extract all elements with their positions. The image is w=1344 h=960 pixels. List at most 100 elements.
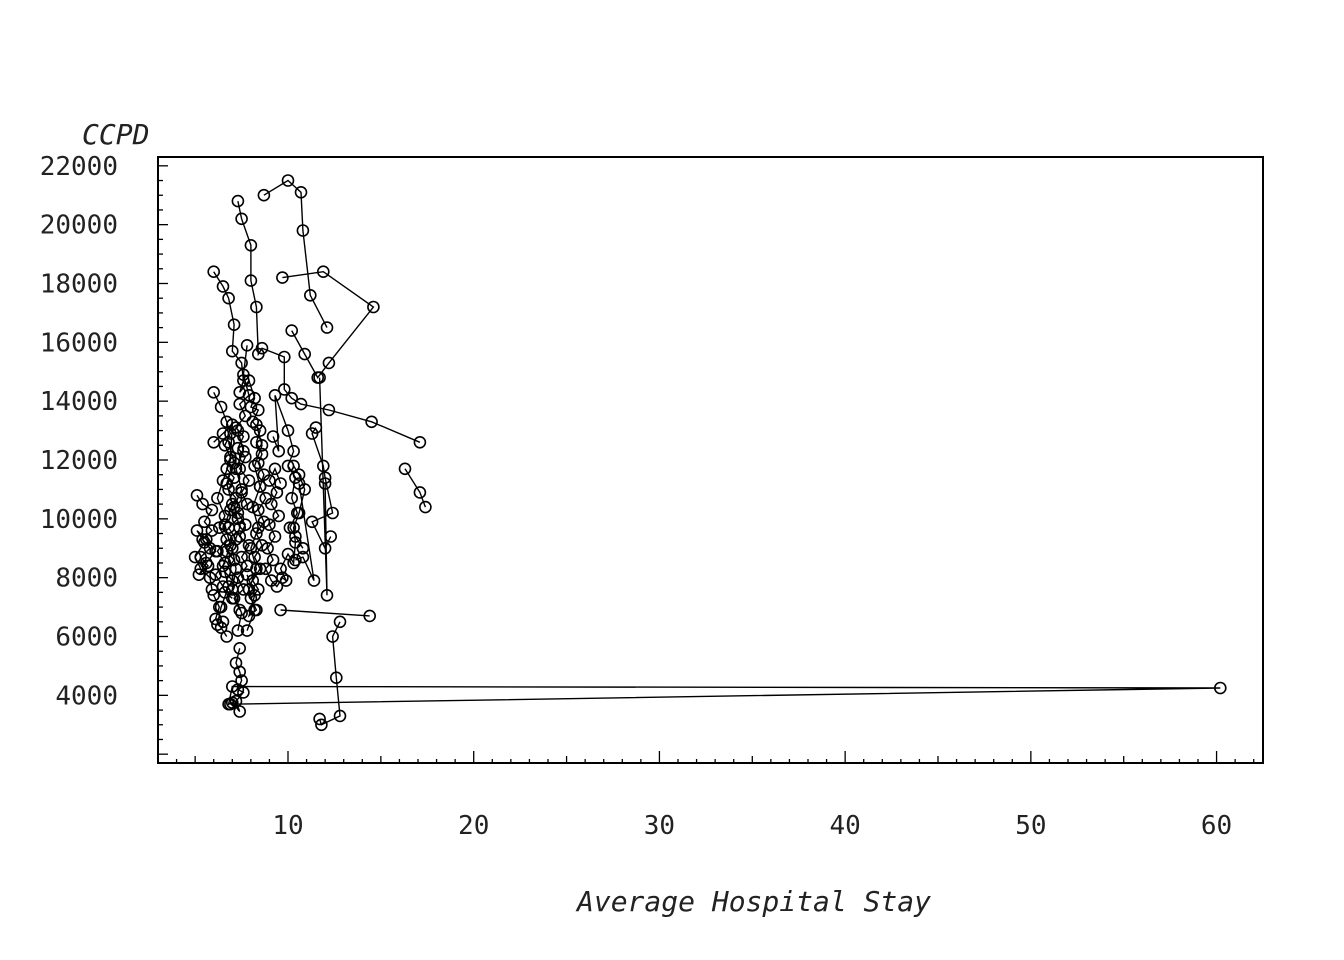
data-point: [244, 400, 258, 414]
data-point: [277, 350, 291, 364]
data-point: [233, 665, 246, 679]
y-tick-label: 12000: [40, 446, 118, 476]
data-point: [207, 265, 220, 279]
data-point: [201, 559, 215, 573]
data-point: [326, 506, 339, 520]
data-point: [266, 430, 280, 443]
data-point: [285, 491, 299, 505]
data-point: [251, 521, 265, 535]
data-point: [305, 515, 319, 529]
series-line: [318, 377, 328, 596]
data-point: [318, 477, 332, 490]
data-point: [276, 571, 289, 585]
data-point: [218, 509, 232, 523]
data-point: [237, 686, 250, 699]
data-point: [235, 212, 248, 226]
series-layer: [188, 174, 1227, 732]
data-point: [198, 536, 211, 549]
data-point: [207, 385, 220, 399]
data-point: [240, 338, 254, 352]
data-point: [218, 438, 232, 452]
series: [231, 194, 427, 449]
data-point: [222, 291, 235, 305]
data-point: [224, 697, 237, 711]
data-point: [285, 391, 299, 405]
data-point: [196, 497, 209, 511]
data-point: [231, 424, 245, 437]
data-point: [224, 427, 237, 440]
data-point: [207, 588, 220, 602]
x-tick-label: 40: [829, 811, 860, 841]
data-point: [272, 509, 286, 523]
data-point: [188, 550, 202, 564]
series: [188, 488, 222, 596]
data-point: [266, 553, 280, 567]
data-point: [320, 321, 334, 334]
series-line: [318, 621, 341, 726]
data-point: [315, 718, 328, 732]
data-point: [216, 559, 230, 573]
data-point: [211, 618, 224, 632]
data-point: [248, 459, 261, 473]
data-point: [216, 474, 230, 487]
series: [257, 174, 334, 334]
data-point: [227, 318, 241, 332]
data-point: [222, 435, 235, 449]
x-axis: 10 20 30 40 50 60: [157, 751, 1255, 841]
data-point: [322, 356, 336, 370]
data-point: [363, 609, 377, 623]
series-line: [263, 179, 328, 328]
data-point: [240, 624, 254, 637]
data-point: [242, 388, 256, 402]
data-point: [263, 474, 276, 487]
data-point: [211, 491, 224, 505]
y-tick-label: 18000: [40, 269, 118, 299]
data-point: [235, 483, 248, 496]
data-point: [244, 541, 258, 555]
data-point: [419, 500, 432, 514]
data-point: [233, 397, 246, 411]
data-point: [190, 524, 204, 537]
series-line: [295, 483, 315, 581]
series: [313, 615, 347, 732]
data-point: [268, 462, 282, 476]
data-point: [263, 518, 276, 532]
data-point: [207, 435, 220, 449]
series: [398, 462, 432, 514]
data-point: [294, 186, 308, 199]
data-point: [190, 488, 204, 502]
data-point: [242, 583, 256, 596]
data-point: [194, 562, 207, 576]
data-point: [292, 477, 306, 490]
data-point: [226, 344, 239, 358]
data-point: [209, 612, 222, 626]
data-point: [239, 409, 252, 423]
data-point: [270, 580, 284, 593]
series-line: [280, 609, 370, 617]
data-point: [231, 624, 245, 637]
y-tick-label: 4000: [55, 681, 118, 711]
data-point: [244, 591, 258, 605]
data-point: [413, 486, 427, 499]
data-point: [205, 503, 219, 517]
y-tick-label: 6000: [55, 623, 118, 653]
data-point: [220, 477, 233, 490]
series: [222, 641, 1227, 718]
data-point: [233, 705, 246, 718]
data-point: [296, 550, 310, 564]
data-point: [1214, 681, 1227, 695]
data-point: [261, 541, 274, 555]
data-point: [281, 174, 295, 187]
data-point: [237, 368, 250, 382]
data-point: [222, 580, 235, 593]
data-point: [289, 530, 302, 543]
data-point: [367, 300, 380, 314]
data-point: [322, 403, 336, 417]
data-point: [242, 538, 256, 552]
data-point: [220, 630, 233, 643]
x-tick-label: 10: [272, 811, 303, 841]
series: [240, 418, 269, 637]
data-point: [313, 371, 326, 384]
data-point: [274, 603, 287, 617]
series-line: [282, 270, 375, 379]
